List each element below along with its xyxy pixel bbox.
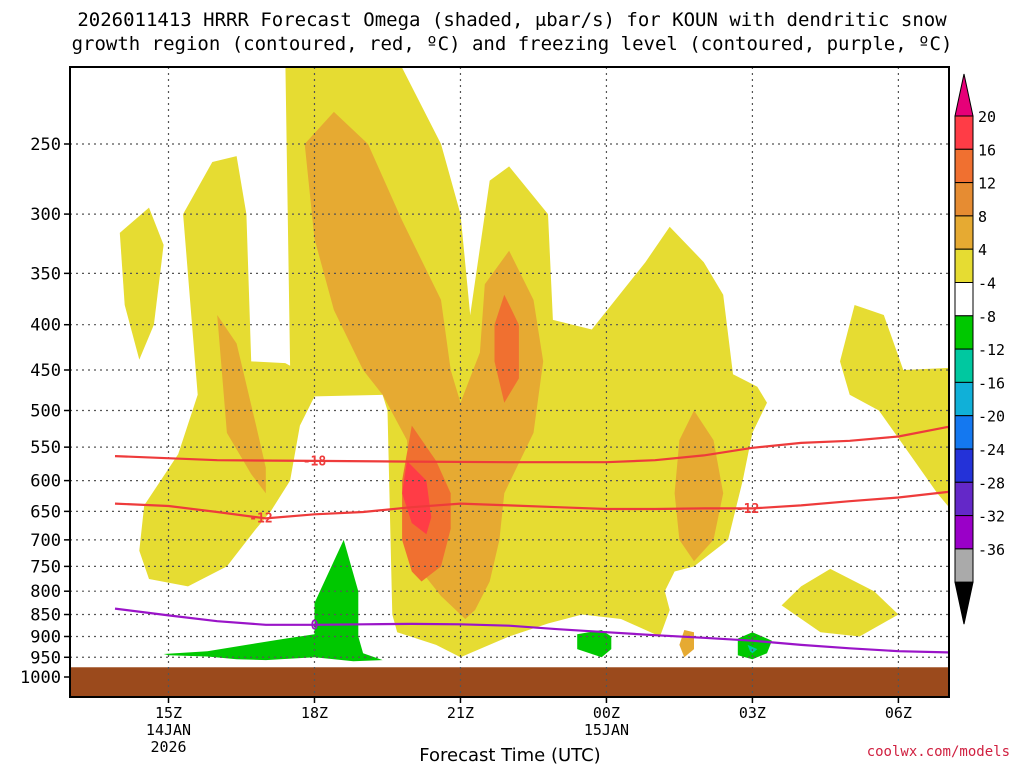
y-tick-label: 900 — [30, 627, 61, 647]
y-tick-label: 1000 — [20, 668, 61, 688]
contour-line-1 — [114, 490, 949, 520]
omega-region-12 — [577, 630, 612, 658]
colorbar-box — [954, 415, 974, 450]
x-tick-label: 15Z — [155, 704, 182, 722]
ground-surface — [70, 667, 949, 697]
colorbar-label: 20 — [978, 108, 996, 126]
omega-shading — [119, 67, 949, 662]
x-tick-label: 06Z — [885, 704, 912, 722]
y-axis: 2503003504004505005506006507007508008509… — [20, 135, 70, 688]
colorbar-box — [954, 481, 974, 517]
omega-region-6 — [674, 410, 724, 562]
x-tick-date: 15JAN — [584, 721, 629, 739]
credit-text[interactable]: coolwx.com/models — [866, 744, 1010, 760]
y-tick-label: 950 — [30, 648, 61, 668]
contour-label: 0 — [311, 618, 319, 633]
y-tick-label: 300 — [30, 205, 61, 225]
x-tick-year: 2026 — [150, 738, 186, 756]
x-tick-label: 18Z — [301, 704, 328, 722]
colorbar-label: -28 — [978, 474, 1005, 492]
omega-region-4 — [217, 315, 266, 494]
colorbar-box — [954, 148, 974, 184]
omega-region-0 — [119, 207, 164, 360]
y-tick-label: 350 — [30, 264, 61, 284]
y-tick-label: 800 — [30, 582, 61, 602]
x-tick-label: 21Z — [447, 704, 474, 722]
colorbar-label: 16 — [978, 141, 996, 159]
omega-region-3 — [840, 305, 949, 508]
contour-label: -12 — [736, 502, 759, 517]
colorbar-box — [954, 548, 974, 583]
y-tick-label: 500 — [30, 402, 61, 422]
y-tick-label: 750 — [30, 557, 61, 577]
y-tick-label: 400 — [30, 316, 61, 336]
colorbar-label: -16 — [978, 374, 1005, 392]
plot-frame — [69, 66, 950, 698]
colorbar-box — [954, 448, 974, 483]
x-tick-label: 00Z — [593, 704, 620, 722]
y-tick-label: 700 — [30, 531, 61, 551]
colorbar-top-arrow — [954, 73, 974, 117]
contour-label: -12 — [249, 511, 272, 526]
colorbar-label: -20 — [978, 408, 1005, 426]
omega-region-11 — [163, 539, 383, 662]
contours: -18 -12 -12 0 — [114, 425, 949, 654]
y-tick-label: 600 — [30, 472, 61, 492]
colorbar-box — [954, 315, 974, 350]
colorbar-label: 12 — [978, 175, 996, 193]
omega-region-10 — [679, 630, 694, 658]
omega-region-2 — [781, 568, 899, 637]
y-tick-label: 250 — [30, 135, 61, 155]
title-line-2: growth region (contoured, red, ºC) and f… — [71, 33, 953, 55]
ground-bar — [70, 667, 949, 697]
chart-title: 2026011413 HRRR Forecast Omega (shaded, … — [0, 8, 1024, 56]
colorbar-box — [954, 381, 974, 417]
omega-region-5 — [304, 111, 544, 620]
x-axis-title: Forecast Time (UTC) — [419, 745, 601, 766]
colorbar-label: 4 — [978, 241, 987, 259]
colorbar-box — [954, 115, 974, 150]
omega-region-9 — [402, 460, 432, 535]
contour-line-2 — [114, 607, 949, 654]
title-line-1: 2026011413 HRRR Forecast Omega (shaded, … — [77, 9, 947, 31]
y-tick-label: 550 — [30, 438, 61, 458]
omega-region-13 — [737, 632, 772, 660]
x-tick-date: 14JAN — [146, 721, 191, 739]
colorbar-label: -12 — [978, 341, 1005, 359]
y-tick-label: 650 — [30, 502, 61, 522]
x-tick-label: 03Z — [739, 704, 766, 722]
colorbar-label: 8 — [978, 208, 987, 226]
omega-region-8 — [494, 294, 519, 403]
colorbar-bottom-arrow — [954, 581, 974, 625]
colorbar-label: -8 — [978, 308, 996, 326]
colorbar-box — [954, 282, 974, 317]
colorbar-box — [954, 215, 974, 250]
colorbar-label: -36 — [978, 541, 1005, 559]
y-tick-label: 450 — [30, 361, 61, 381]
colorbar-box — [954, 248, 974, 283]
y-tick-label: 850 — [30, 606, 61, 626]
colorbar-label: -4 — [978, 275, 996, 293]
colorbar-box — [954, 348, 974, 383]
colorbar-label: -24 — [978, 441, 1005, 459]
contour-line-0 — [114, 425, 949, 464]
colorbar: 20 16 12 8 4 -4 -8 -12 -16 -20 -24 -28 -32 -36 — [954, 73, 1005, 625]
colorbar-label: -32 — [978, 508, 1005, 526]
colorbar-box — [954, 182, 974, 217]
colorbar-box — [954, 515, 974, 550]
gridlines — [70, 67, 949, 697]
contour-label: -18 — [303, 454, 327, 469]
